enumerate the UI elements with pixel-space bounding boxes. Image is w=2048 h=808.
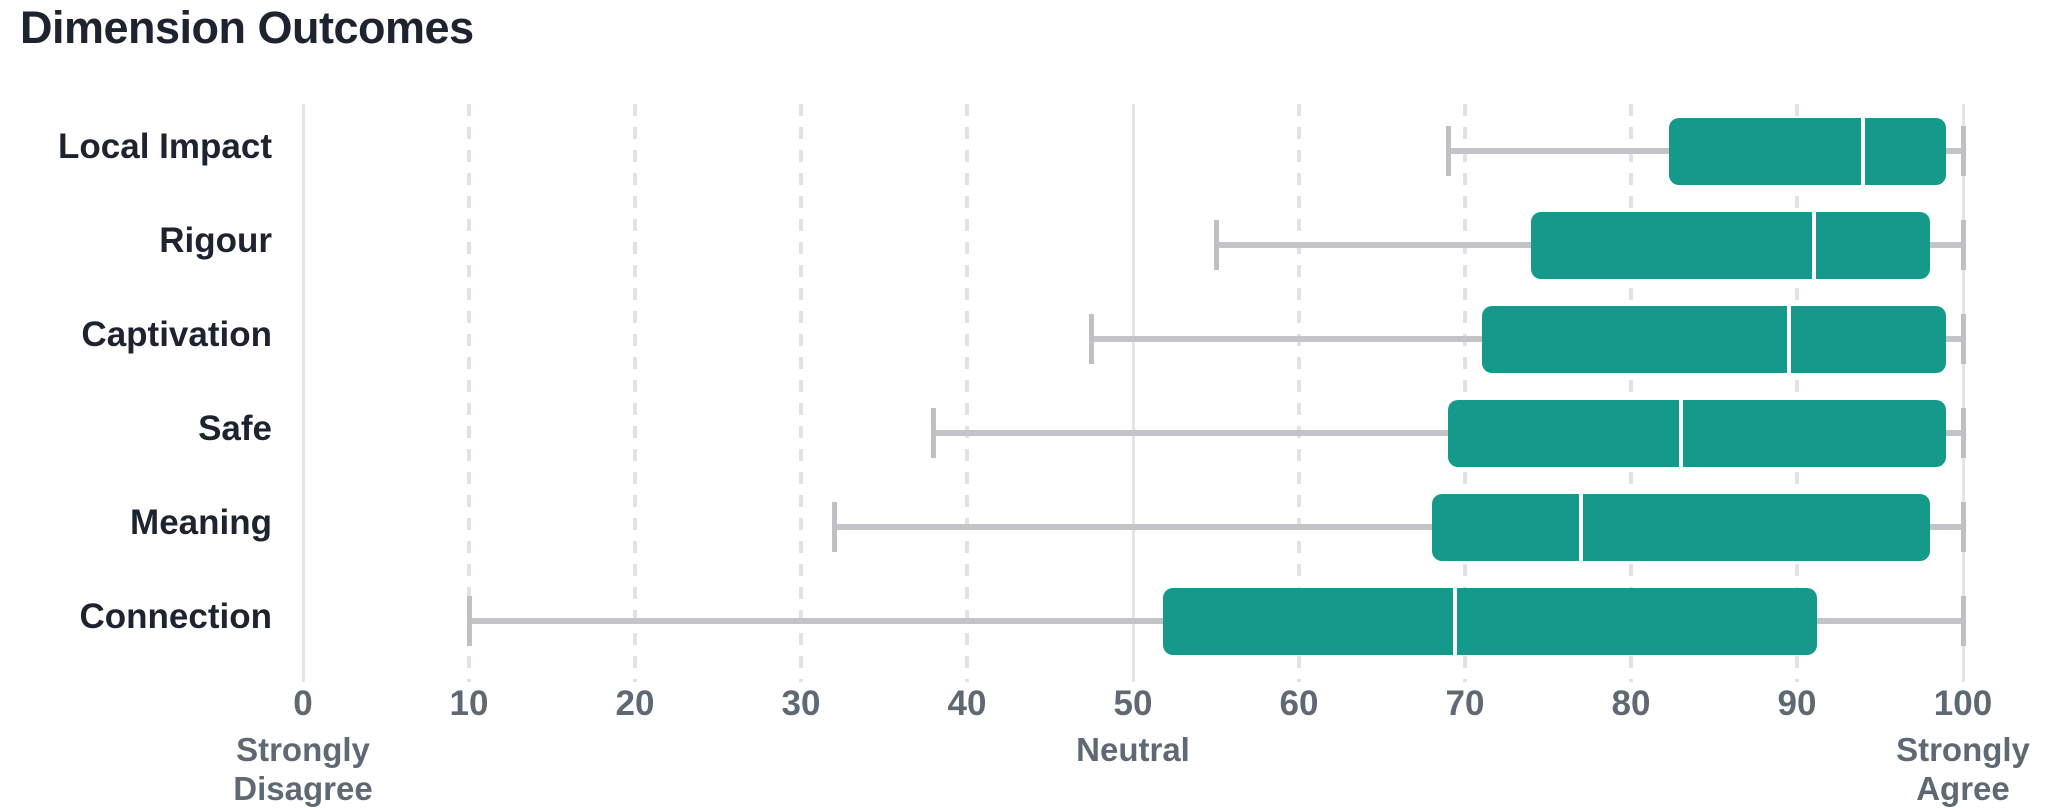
x-tick-label-90: 90 <box>1777 684 1817 723</box>
gridline-20 <box>633 104 637 682</box>
box-local-impact <box>1669 117 1947 185</box>
x-tick-label-30: 30 <box>781 684 821 723</box>
whisker-cap-max <box>1960 408 1966 458</box>
box-meaning <box>1431 493 1930 561</box>
x-sublabel-line: Strongly <box>1896 731 2030 768</box>
whisker-line-high <box>1929 242 1963 248</box>
whisker-cap-min <box>1445 126 1451 176</box>
whisker-line-low <box>933 430 1449 436</box>
x-tick-label-40: 40 <box>947 684 987 723</box>
x-sublabel-line: Neutral <box>1076 731 1190 768</box>
whisker-line-low <box>1448 148 1670 154</box>
x-tick-label-70: 70 <box>1445 684 1485 723</box>
gridline-10 <box>467 104 471 682</box>
x-tick-label-50: 50 <box>1113 684 1153 723</box>
x-tick-label-80: 80 <box>1611 684 1651 723</box>
gridline-70 <box>1463 104 1467 682</box>
whisker-cap-min <box>1213 220 1219 270</box>
whisker-line-high <box>1946 148 1963 154</box>
category-label-meaning: Meaning <box>130 503 272 542</box>
whisker-line-low <box>1216 242 1532 248</box>
median-line <box>1861 117 1866 185</box>
whisker-line-high <box>1946 336 1963 342</box>
whisker-line-low <box>469 618 1163 624</box>
whisker-line-high <box>1816 618 1963 624</box>
x-tick-label-100: 100 <box>1933 684 1993 723</box>
whisker-cap-max <box>1960 502 1966 552</box>
gridline-80 <box>1629 104 1633 682</box>
whisker-line-high <box>1929 524 1963 530</box>
median-line <box>1678 399 1683 467</box>
whisker-cap-min <box>831 502 837 552</box>
category-label-rigour: Rigour <box>159 221 272 260</box>
box-safe <box>1448 399 1947 467</box>
x-sublabel-strongly-disagree: Strongly Disagree <box>173 730 433 808</box>
x-sublabel-line: Strongly <box>236 731 370 768</box>
gridline-30 <box>799 104 803 682</box>
x-sublabel-line: Disagree <box>233 770 373 807</box>
gridline-60 <box>1297 104 1301 682</box>
whisker-line-low <box>834 524 1432 530</box>
gridline-90 <box>1795 104 1799 682</box>
whisker-cap-max <box>1960 220 1966 270</box>
x-sublabel-strongly-agree: Strongly Agree <box>1833 730 2048 808</box>
x-tick-label-20: 20 <box>615 684 655 723</box>
gridline-40 <box>965 104 969 682</box>
x-tick-label-0: 0 <box>293 684 313 723</box>
whisker-cap-min <box>1089 314 1094 364</box>
category-label-connection: Connection <box>79 597 272 636</box>
box-connection <box>1162 587 1817 655</box>
whisker-line-low <box>1091 336 1482 342</box>
whisker-line-high <box>1946 430 1963 436</box>
median-line <box>1579 493 1584 561</box>
whisker-cap-max <box>1960 314 1966 364</box>
category-label-safe: Safe <box>198 409 272 448</box>
chart-title: Dimension Outcomes <box>20 2 474 53</box>
category-label-captivation: Captivation <box>81 315 272 354</box>
x-sublabel-neutral: Neutral <box>1003 730 1263 769</box>
whisker-cap-max <box>1960 596 1966 646</box>
x-tick-label-60: 60 <box>1279 684 1319 723</box>
median-line <box>1786 305 1791 373</box>
median-line <box>1811 211 1816 279</box>
gridline-0 <box>301 104 305 682</box>
x-tick-label-10: 10 <box>449 684 489 723</box>
category-label-local-impact: Local Impact <box>58 127 272 166</box>
x-sublabel-line: Agree <box>1916 770 2010 807</box>
box-captivation <box>1481 305 1947 373</box>
box-rigour <box>1531 211 1930 279</box>
gridline-50 <box>1131 104 1135 682</box>
whisker-cap-max <box>1960 126 1966 176</box>
whisker-cap-min <box>931 408 937 458</box>
gridline-100 <box>1961 104 1965 682</box>
median-line <box>1453 587 1458 655</box>
whisker-cap-min <box>466 596 472 646</box>
